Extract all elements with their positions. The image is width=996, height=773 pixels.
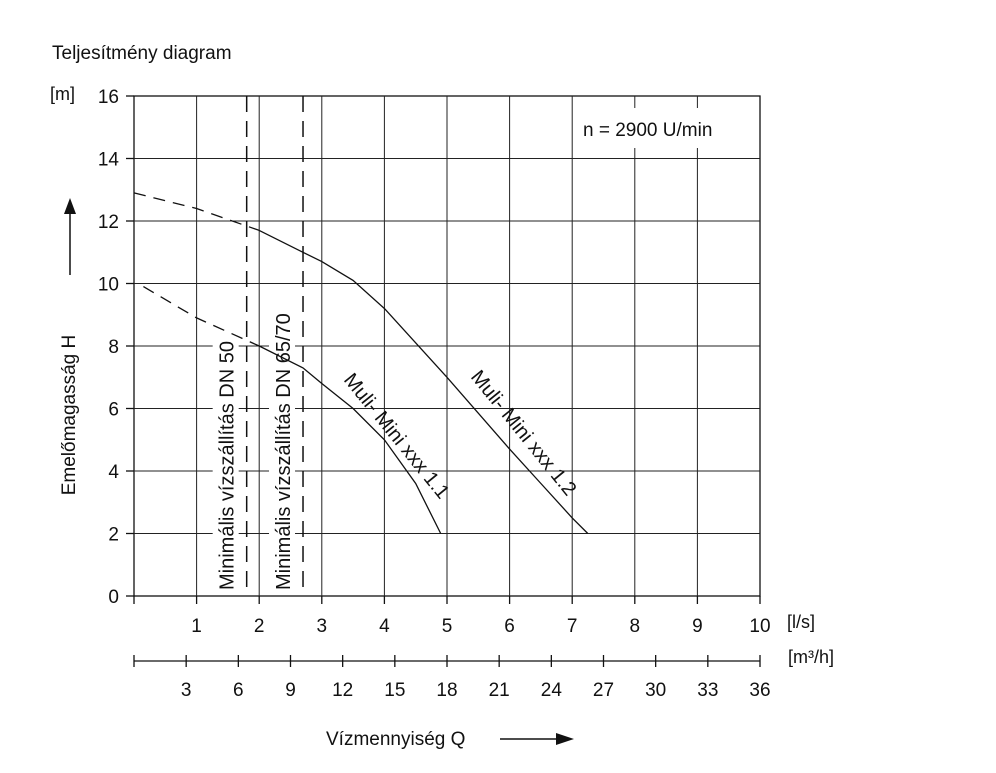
- x-tick-label: 8: [630, 616, 641, 637]
- x2-tick-label: 24: [541, 680, 563, 701]
- x2-tick-label: 36: [749, 680, 770, 701]
- x2-tick-label: 21: [489, 680, 510, 701]
- curve-solid-segment: [258, 345, 442, 534]
- x-axis-unit-m3h: [m³/h]: [788, 647, 834, 667]
- y-tick-label: 14: [98, 150, 120, 171]
- y-tick-label: 6: [108, 400, 119, 421]
- grid: [133, 95, 761, 597]
- x-tick-label: 5: [442, 616, 453, 637]
- min-flow-label-bg: [212, 284, 239, 594]
- x-tick-label: 4: [379, 616, 390, 637]
- y-tick-label: 10: [98, 275, 119, 296]
- y-tick-label: 12: [98, 212, 119, 233]
- x2-tick-label: 6: [233, 680, 244, 701]
- series-label: Muli- Mini xxx 1.2: [466, 366, 580, 500]
- y-tick-label: 0: [108, 587, 119, 608]
- y-tick-label: 8: [108, 337, 119, 358]
- series-label: Muli- Mini xxx 1.1: [339, 369, 453, 503]
- min-flow-label: Minimális vízszállítás DN 50: [217, 341, 239, 590]
- x-tick-label: 1: [191, 616, 202, 637]
- x-tick-label: 9: [692, 616, 703, 637]
- y-tick-label: 4: [108, 462, 119, 483]
- curve-dashed-segment: [143, 286, 260, 347]
- x-axis-label: Vízmennyiség Q: [326, 729, 465, 750]
- x-tick-label: 10: [749, 616, 770, 637]
- x2-tick-label: 15: [384, 680, 405, 701]
- x-axis-unit-ls: [l/s]: [787, 612, 815, 632]
- x-tick-label: 7: [567, 616, 578, 637]
- y-axis-label: Emelőmagasság H: [59, 335, 80, 496]
- min-flow-label: Minimális vízszállítás DN 65/70: [273, 313, 295, 590]
- y-tick-label: 16: [98, 87, 119, 108]
- x-tick-label: 6: [504, 616, 515, 637]
- speed-annotation: n = 2900 U/min: [583, 120, 712, 141]
- min-flow-label-bg: [269, 284, 296, 594]
- annotation-background: [573, 108, 757, 148]
- x2-tick-label: 12: [332, 680, 353, 701]
- x2-tick-label: 9: [285, 680, 296, 701]
- x2-tick-label: 30: [645, 680, 666, 701]
- x2-tick-label: 33: [697, 680, 718, 701]
- chart-title: Teljesítmény diagram: [52, 43, 232, 64]
- y-unit-label: [m]: [50, 84, 75, 104]
- y-axis-arrow-head: [64, 198, 76, 214]
- x-axis-arrow-head: [556, 733, 574, 745]
- x2-tick-label: 27: [593, 680, 614, 701]
- x2-tick-label: 3: [181, 680, 192, 701]
- x-tick-label: 3: [317, 616, 328, 637]
- y-tick-label: 2: [108, 525, 119, 546]
- min-flow-lines: Minimális vízszállítás DN 50 Minimális ví…: [212, 96, 304, 596]
- curve-dashed-segment: [133, 192, 260, 232]
- x-tick-label: 2: [254, 616, 265, 637]
- curve-solid-segment: [258, 229, 589, 534]
- curves: Muli- Mini xxx 1.1 Muli- Mini xxx 1.2: [133, 192, 589, 534]
- x2-tick-label: 18: [436, 680, 457, 701]
